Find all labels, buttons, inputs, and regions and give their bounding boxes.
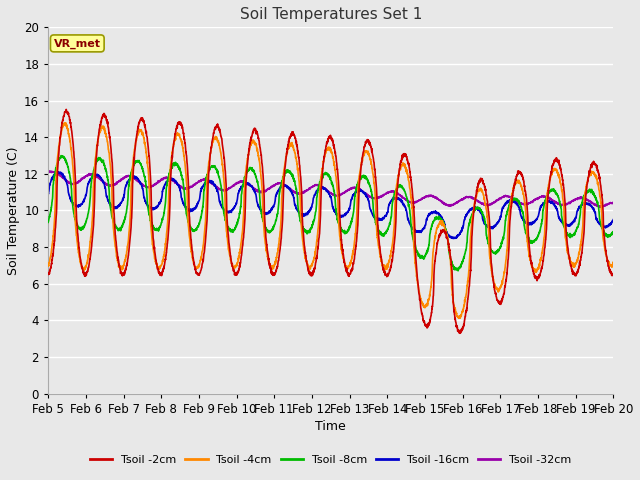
Legend: Tsoil -2cm, Tsoil -4cm, Tsoil -8cm, Tsoil -16cm, Tsoil -32cm: Tsoil -2cm, Tsoil -4cm, Tsoil -8cm, Tsoi…: [86, 450, 576, 469]
Title: Soil Temperatures Set 1: Soil Temperatures Set 1: [239, 7, 422, 22]
Y-axis label: Soil Temperature (C): Soil Temperature (C): [7, 146, 20, 275]
Text: VR_met: VR_met: [54, 38, 100, 48]
X-axis label: Time: Time: [316, 420, 346, 433]
